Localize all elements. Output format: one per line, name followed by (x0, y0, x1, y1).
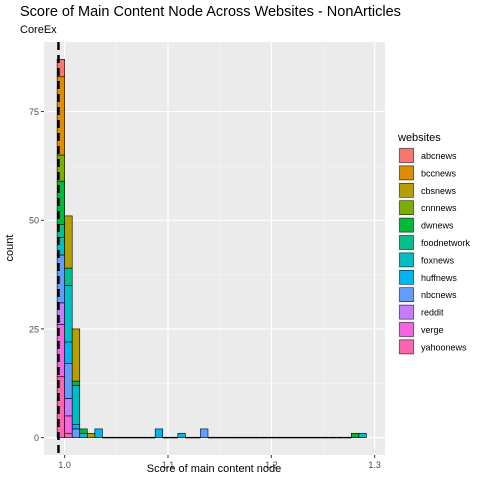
legend-label-foxnews: foxnews (421, 255, 455, 265)
y-tick-label: 75 (29, 107, 39, 117)
legend-label-abcnews: abcnews (421, 151, 457, 161)
legend-label-foodnetwork: foodnetwork (421, 238, 471, 248)
bar-abcnews (56, 59, 65, 78)
legend-label-yahoonews: yahoonews (421, 342, 467, 352)
minor-gridlines (44, 42, 385, 455)
legend-label-nbcnews: nbcnews (421, 290, 457, 300)
legend-label-cnnnews: cnnnews (421, 203, 457, 213)
x-tick-label: 1.2 (265, 460, 278, 470)
y-axis: 0 25 50 75 (29, 107, 44, 443)
legend-swatch-yahoonews (399, 339, 414, 355)
bar-yahoonews (64, 432, 73, 438)
legend-label-bccnews: bccnews (421, 168, 457, 178)
legend-swatch-abcnews (399, 148, 414, 163)
legend-swatch-cbsnews (399, 183, 414, 198)
bar-dwnews (71, 380, 81, 386)
bar-foxnews (64, 285, 73, 343)
y-axis-label: count (4, 235, 16, 262)
x-tick-label: 1.3 (368, 460, 381, 470)
bar-huffnews (177, 432, 186, 438)
x-axis-label: Score of main content node (147, 463, 282, 475)
legend-title: websites (397, 132, 441, 144)
bar-huffnews (154, 428, 164, 438)
legend-swatch-bccnews (399, 165, 414, 181)
legend-swatch-reddit (399, 304, 414, 320)
legend-label-dwnews: dwnews (421, 221, 454, 231)
bar-foxnews (71, 385, 81, 425)
x-axis: 1.0 1.1 1.2 1.3 (58, 455, 381, 470)
y-tick-label: 50 (29, 216, 39, 226)
plot-panel (44, 42, 385, 455)
legend-swatch-verge (399, 322, 414, 337)
legend-label-verge: verge (421, 325, 444, 335)
bar-nbcnews (71, 428, 81, 438)
legend-swatch-huffnews (399, 270, 414, 285)
legend-swatch-nbcnews (399, 287, 414, 302)
bar-cbsnews (86, 432, 96, 438)
bar-foxnews (358, 432, 367, 438)
legend-swatch-foxnews (399, 252, 414, 268)
bar-huffnews (94, 428, 103, 438)
legend-label-huffnews: huffnews (421, 273, 457, 283)
bar-foodnetwork (64, 267, 73, 286)
bar-nbcnews (200, 428, 209, 438)
bar-dwnews (79, 428, 88, 434)
legend-label-cbsnews: cbsnews (421, 186, 457, 196)
legend-swatch-dwnews (399, 217, 414, 233)
bar-reddit (64, 398, 73, 417)
legend-label-reddit: reddit (421, 308, 444, 318)
chart-title: Score of Main Content Node Across Websit… (20, 4, 401, 20)
legend-swatch-foodnetwork (399, 235, 414, 250)
bar-huffnews (64, 341, 73, 365)
y-tick-label: 0 (34, 433, 39, 443)
histogram-bars (56, 59, 367, 439)
bar-cbsnews (71, 328, 81, 382)
bar-foxnews (79, 432, 88, 438)
chart-subtitle: CoreEx (20, 24, 57, 36)
bar-cbsnews (64, 215, 73, 269)
x-tick-label: 1.0 (58, 460, 71, 470)
bar-dwnews (351, 432, 360, 438)
x-tick-label: 1.1 (162, 460, 175, 470)
y-tick-label: 25 (29, 324, 39, 334)
legend: websites abcnews bccnews cbsnews cnnnews dwn… (397, 132, 471, 356)
bar-huffnews (71, 424, 81, 430)
bar-nbcnews (64, 363, 73, 399)
bar-verge (64, 415, 73, 434)
legend-swatch-cnnnews (399, 200, 414, 215)
